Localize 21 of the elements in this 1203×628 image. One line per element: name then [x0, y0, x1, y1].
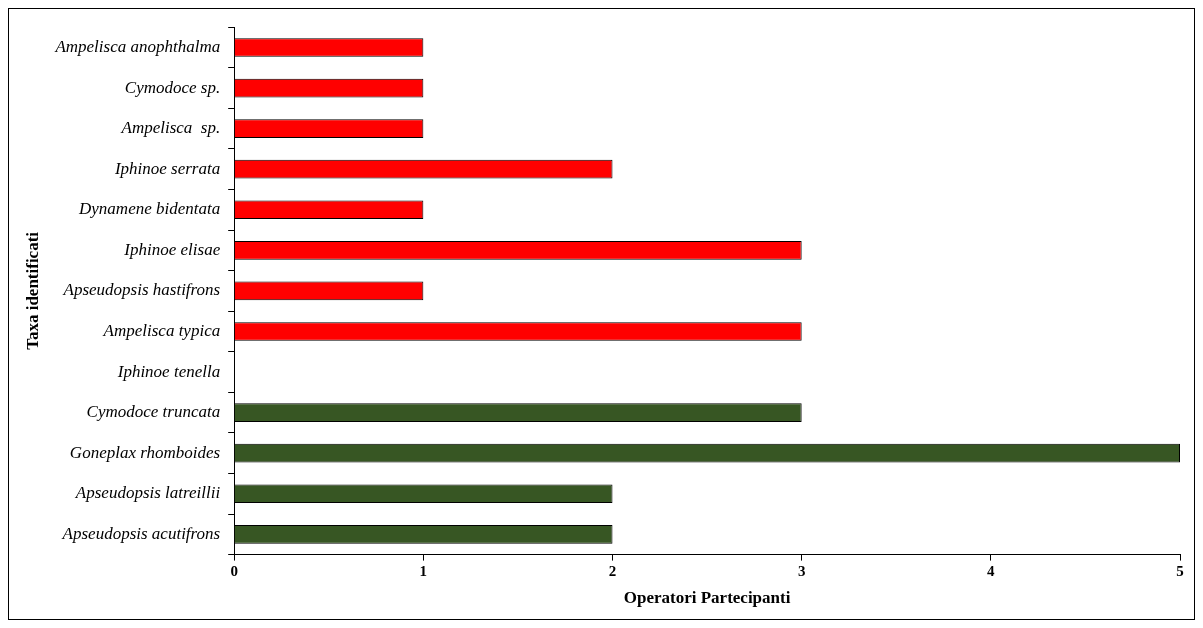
y-tick-label: Goneplax rhomboides	[69, 442, 221, 462]
y-tick-label: Ampelisca anophthalma	[54, 36, 221, 56]
y-tick-label: Iphinoe tenella	[116, 361, 221, 381]
x-tick-label: 2	[608, 563, 617, 580]
x-tick-label: 3	[797, 563, 806, 580]
y-tick-label: Apseudopsis latreillii	[74, 483, 221, 503]
y-tick-label: Iphinoe serrata	[113, 158, 221, 178]
x-tick-label: 5	[1176, 563, 1184, 580]
y-tick-label: Apseudopsis hastifrons	[62, 280, 221, 300]
y-tick-label: Dynamene bidentata	[78, 199, 221, 219]
y-tick-label: Ampelisca sp.	[120, 118, 221, 138]
y-tick-label: Cymodoce sp.	[124, 77, 221, 97]
x-tick-label: 1	[419, 563, 428, 580]
y-tick-label: Ampelisca typica	[102, 320, 221, 340]
y-tick-label: Cymodoce truncata	[86, 402, 221, 422]
x-tick-label: 0	[230, 563, 238, 580]
y-axis-title: Taxa identificati	[22, 231, 42, 350]
x-tick-label: 4	[987, 563, 996, 580]
y-tick-label: Apseudopsis acutifrons	[61, 523, 221, 543]
y-tick-label: Iphinoe elisae	[123, 239, 221, 259]
x-axis-title: Operatori Partecipanti	[623, 588, 791, 608]
